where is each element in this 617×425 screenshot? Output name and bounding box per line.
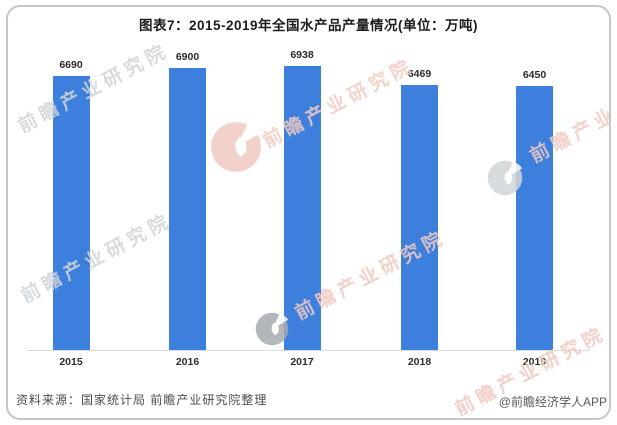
x-axis-tick-label: 2016 <box>175 356 200 368</box>
credit-text: @前瞻经济学人APP <box>498 395 607 409</box>
x-axis-tick-label: 2019 <box>522 356 547 368</box>
bar-2018 <box>401 85 438 350</box>
bar-value-label: 6450 <box>522 69 547 81</box>
chart-title: 图表7：2015-2019年全国水产品产量情况(单位：万吨) <box>138 18 479 33</box>
bar-2017 <box>283 66 321 350</box>
bar-value-label: 6938 <box>290 49 314 61</box>
x-axis-tick-label: 2017 <box>290 356 314 368</box>
x-axis-tick-label: 2018 <box>407 356 432 368</box>
bar-2019 <box>516 86 553 350</box>
bar-2016 <box>169 68 206 350</box>
bar-value-label: 6690 <box>59 59 83 71</box>
x-axis-tick-label: 2015 <box>59 356 83 368</box>
chart-card: 图表7：2015-2019年全国水产品产量情况(单位：万吨) 6690 2015 6… <box>6 5 611 420</box>
bar-2015 <box>52 76 90 350</box>
x-axis-line <box>27 350 590 351</box>
source-text: 资料来源：国家统计局 前瞻产业研究院整理 <box>16 393 268 407</box>
plot-area: 6690 2015 6900 2016 6938 2017 6469 2018 6450 2019 <box>8 7 609 418</box>
bar-value-label: 6469 <box>407 68 432 80</box>
bar-value-label: 6900 <box>175 51 200 63</box>
